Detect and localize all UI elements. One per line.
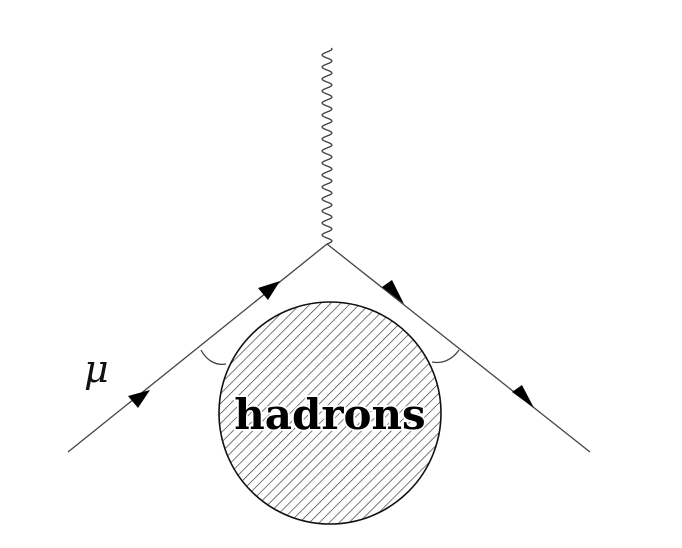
incoming-muon-line — [67, 243, 328, 453]
photon-line — [321, 47, 333, 245]
hadrons-label: hadrons — [234, 390, 425, 439]
arrow-incoming-lower — [128, 390, 150, 408]
arrow-outgoing-upper — [382, 280, 404, 304]
arrow-incoming-upper — [258, 281, 280, 300]
right-connector — [431, 349, 460, 364]
left-connector — [200, 349, 227, 366]
hadron-blob — [218, 301, 442, 525]
arrow-outgoing-lower — [512, 385, 534, 408]
outgoing-muon-line — [326, 243, 591, 453]
muon-label: μ — [84, 347, 109, 391]
